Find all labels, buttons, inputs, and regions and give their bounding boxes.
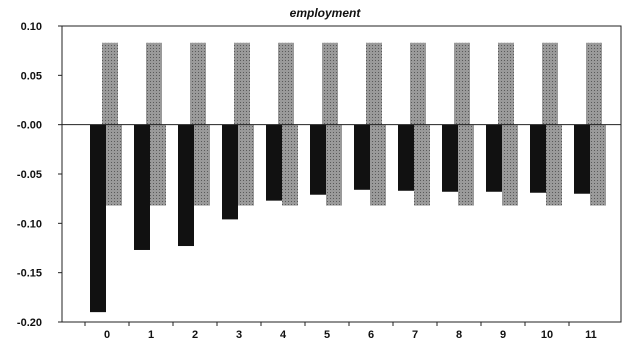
bar-series1-11 [574, 124, 590, 194]
bars-layer [90, 42, 606, 313]
bar-series3-8 [458, 124, 474, 206]
x-tick-label: 9 [500, 329, 506, 341]
bar-series2-9 [498, 42, 514, 125]
bar-series1-10 [530, 124, 546, 193]
bar-series2-10 [542, 42, 558, 125]
bar-series3-11 [590, 124, 606, 206]
x-tick-label: 11 [585, 329, 597, 341]
bar-series1-6 [354, 124, 370, 190]
y-tick-label: -0.05 [17, 169, 42, 181]
bar-series2-11 [586, 42, 602, 125]
y-tick-label: 0.05 [21, 70, 42, 82]
y-tick-label: 0.10 [21, 21, 42, 33]
x-tick-label: 7 [412, 329, 418, 341]
bar-series3-6 [370, 124, 386, 206]
bar-series1-5 [310, 124, 326, 195]
x-tick-label: 3 [236, 329, 242, 341]
bar-series3-3 [238, 124, 254, 206]
bar-series3-10 [546, 124, 562, 206]
bar-series2-3 [234, 42, 250, 125]
bar-series2-8 [454, 42, 470, 125]
chart-title: employment [290, 6, 362, 20]
plot-frame [61, 25, 622, 323]
bar-series3-9 [502, 124, 518, 206]
x-tick-label: 1 [148, 329, 154, 341]
y-axis: 0.10 0.05 -0.00 -0.05 -0.10 -0.15 -0.20 [17, 21, 62, 329]
y-tick-label: -0.15 [17, 268, 42, 280]
bar-series1-8 [442, 124, 458, 192]
bar-series3-2 [194, 124, 210, 206]
bar-series2-7 [410, 42, 426, 125]
bar-series2-1 [146, 42, 162, 125]
x-tick-label: 4 [280, 329, 287, 341]
y-tick-label: -0.20 [17, 317, 42, 329]
bar-series3-0 [106, 124, 122, 206]
x-tick-label: 2 [192, 329, 198, 341]
bar-series2-4 [278, 42, 294, 125]
bar-series3-1 [150, 124, 166, 206]
y-tick-label: -0.10 [17, 218, 42, 230]
bar-series2-0 [102, 42, 118, 125]
x-tick-label: 6 [368, 329, 374, 341]
bar-series3-4 [282, 124, 298, 206]
bar-series2-6 [366, 42, 382, 125]
bar-series2-2 [190, 42, 206, 125]
bar-series1-7 [398, 124, 414, 191]
x-tick-label: 10 [541, 329, 553, 341]
bar-series1-3 [222, 124, 238, 220]
x-tick-label: 8 [456, 329, 462, 341]
bar-series1-4 [266, 124, 282, 201]
bar-series3-5 [326, 124, 342, 206]
bar-series1-9 [486, 124, 502, 192]
bar-series1-2 [178, 124, 194, 247]
bar-series1-0 [90, 124, 106, 313]
bar-series1-1 [134, 124, 150, 250]
x-tick-label: 0 [104, 329, 110, 341]
x-tick-label: 5 [324, 329, 330, 341]
y-tick-label: -0.00 [17, 120, 42, 132]
bar-series3-7 [414, 124, 430, 206]
x-axis: 0 1 2 3 4 5 6 7 8 9 10 11 [84, 322, 597, 341]
bar-series2-5 [322, 42, 338, 125]
